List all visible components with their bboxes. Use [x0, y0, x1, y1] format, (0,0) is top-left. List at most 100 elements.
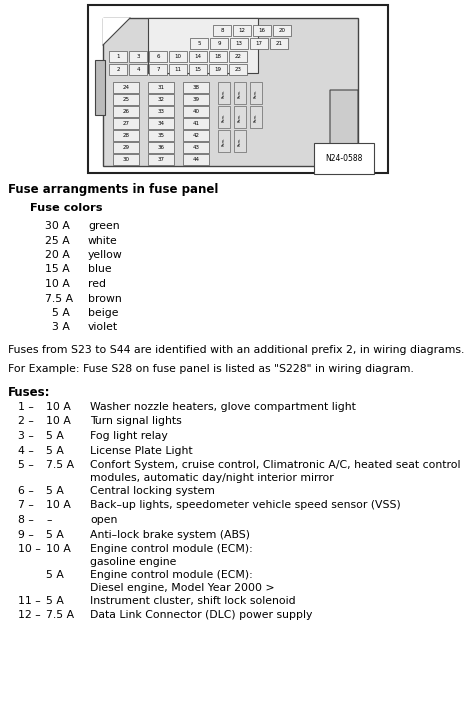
Text: 5 –: 5 –	[18, 460, 34, 470]
Text: Rem.: Rem.	[222, 88, 226, 98]
Bar	[273, 25, 291, 36]
Text: 6 –: 6 –	[18, 486, 34, 496]
Bar	[229, 64, 247, 75]
Text: 10: 10	[174, 54, 182, 59]
Text: 10 –: 10 –	[18, 544, 41, 554]
Bar	[229, 51, 247, 62]
Text: 1: 1	[116, 54, 120, 59]
Text: License Plate Light: License Plate Light	[90, 446, 192, 456]
Text: Turn signal lights: Turn signal lights	[90, 416, 182, 426]
Text: 29: 29	[122, 145, 129, 150]
Text: 7.5 A: 7.5 A	[46, 460, 74, 470]
Text: Fuses:: Fuses:	[8, 386, 51, 399]
Bar	[113, 94, 139, 105]
Bar	[189, 64, 207, 75]
Bar	[113, 142, 139, 153]
Bar	[169, 64, 187, 75]
Text: 28: 28	[122, 133, 129, 138]
Text: 17: 17	[255, 41, 263, 46]
Text: 3 –: 3 –	[18, 431, 34, 441]
Text: blue: blue	[88, 265, 111, 275]
Text: 3: 3	[136, 54, 140, 59]
Text: 10 A: 10 A	[45, 279, 70, 289]
Bar	[218, 82, 230, 104]
Bar	[113, 154, 139, 165]
Bar	[183, 82, 209, 93]
Bar	[149, 51, 167, 62]
Text: green: green	[88, 221, 119, 231]
Bar	[270, 38, 288, 49]
Bar	[218, 106, 230, 128]
Text: Rem.: Rem.	[238, 88, 242, 98]
Bar	[148, 82, 174, 93]
Bar	[233, 25, 251, 36]
Text: 33: 33	[157, 109, 164, 114]
Text: 11 –: 11 –	[18, 596, 41, 606]
Text: 38: 38	[192, 85, 200, 90]
Bar	[148, 118, 174, 129]
Text: Rem.: Rem.	[222, 136, 226, 145]
Text: 4 –: 4 –	[18, 446, 34, 456]
Text: red: red	[88, 279, 106, 289]
Text: violet: violet	[88, 322, 118, 332]
Bar	[183, 154, 209, 165]
Text: 35: 35	[157, 133, 164, 138]
Text: open: open	[90, 515, 118, 525]
Bar	[148, 154, 174, 165]
Text: 5 A: 5 A	[45, 308, 70, 318]
Text: Fuse colors: Fuse colors	[30, 203, 102, 213]
Bar	[190, 38, 208, 49]
Text: 15 A: 15 A	[45, 265, 70, 275]
Bar	[213, 25, 231, 36]
Text: 7.5 A: 7.5 A	[45, 294, 73, 304]
Bar	[129, 51, 147, 62]
Text: brown: brown	[88, 294, 122, 304]
Text: 5 A: 5 A	[46, 486, 64, 496]
Text: 12: 12	[238, 28, 246, 33]
Text: Back–up lights, speedometer vehicle speed sensor (VSS): Back–up lights, speedometer vehicle spee…	[90, 501, 401, 511]
Text: 5 A: 5 A	[46, 530, 64, 540]
Polygon shape	[330, 90, 358, 165]
Text: 10 A: 10 A	[46, 501, 71, 511]
Bar	[253, 25, 271, 36]
Text: Engine control module (ECM):: Engine control module (ECM):	[90, 544, 253, 554]
Text: 3 A: 3 A	[45, 322, 70, 332]
Bar	[148, 18, 258, 73]
Bar	[209, 51, 227, 62]
Polygon shape	[103, 18, 130, 45]
Bar	[234, 130, 246, 152]
Text: 10 A: 10 A	[46, 544, 71, 554]
Bar	[113, 82, 139, 93]
Bar	[103, 18, 358, 166]
Text: 7: 7	[156, 67, 160, 72]
Bar	[230, 38, 248, 49]
Text: beige: beige	[88, 308, 118, 318]
Text: 20: 20	[279, 28, 285, 33]
Text: 22: 22	[235, 54, 241, 59]
Text: 40: 40	[192, 109, 200, 114]
Bar	[113, 130, 139, 141]
Text: Data Link Connector (DLC) power supply: Data Link Connector (DLC) power supply	[90, 610, 312, 620]
Text: 30: 30	[122, 157, 129, 162]
Text: 4: 4	[136, 67, 140, 72]
Bar	[183, 94, 209, 105]
Text: 5: 5	[197, 41, 201, 46]
Text: 11: 11	[174, 67, 182, 72]
Text: Fuses from S23 to S44 are identified with an additional prefix 2, in wiring diag: Fuses from S23 to S44 are identified wit…	[8, 345, 465, 355]
Bar	[250, 106, 262, 128]
Text: 15: 15	[194, 67, 201, 72]
Bar	[234, 106, 246, 128]
Text: 2 –: 2 –	[18, 416, 34, 426]
Text: 5 A: 5 A	[46, 446, 64, 456]
Text: modules, automatic day/night interior mirror: modules, automatic day/night interior mi…	[90, 473, 334, 483]
Bar	[109, 51, 127, 62]
Text: –: –	[46, 515, 52, 525]
Text: Fuse arrangments in fuse panel: Fuse arrangments in fuse panel	[8, 183, 219, 196]
Text: Confort System, cruise control, Climatronic A/C, heated seat control: Confort System, cruise control, Climatro…	[90, 460, 461, 470]
Bar	[209, 64, 227, 75]
Text: 44: 44	[192, 157, 200, 162]
Text: 37: 37	[157, 157, 164, 162]
Bar	[129, 64, 147, 75]
Bar	[210, 38, 228, 49]
Text: 27: 27	[122, 121, 129, 126]
